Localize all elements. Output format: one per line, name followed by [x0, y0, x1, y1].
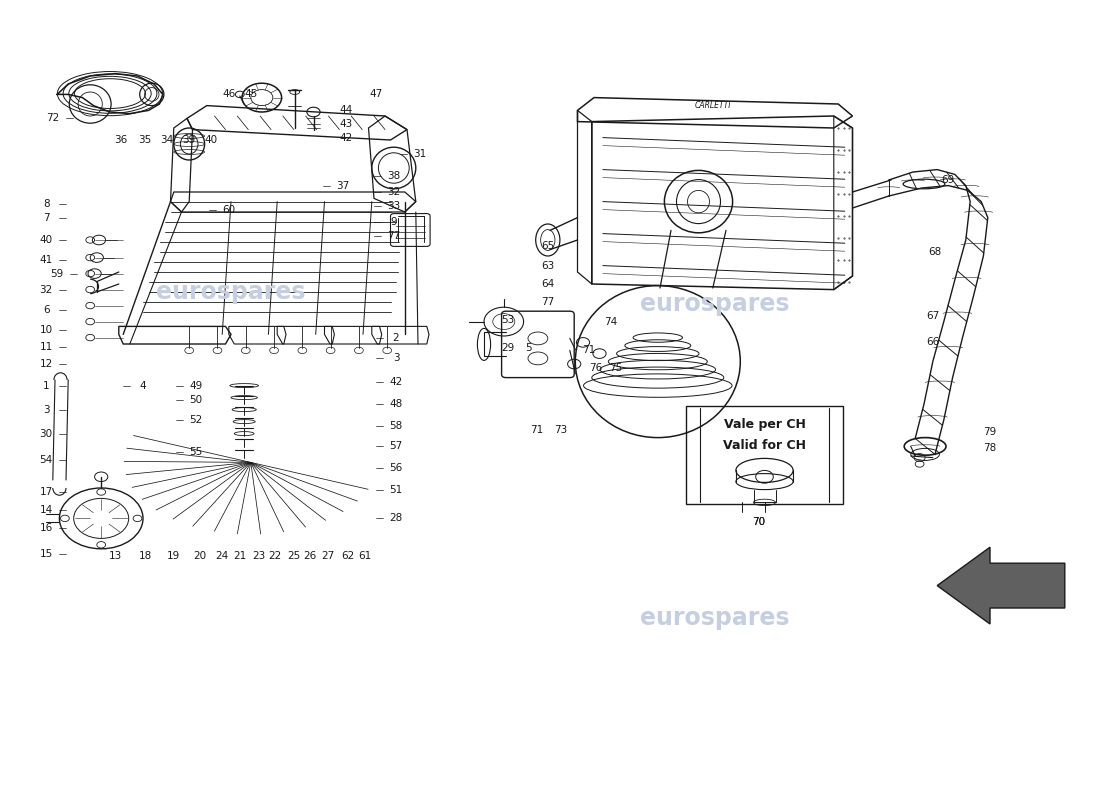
- Text: 79: 79: [983, 427, 997, 437]
- Text: 14: 14: [40, 506, 53, 515]
- Text: 35: 35: [139, 135, 152, 145]
- Text: 27: 27: [321, 551, 334, 561]
- Text: 6: 6: [43, 306, 50, 315]
- Text: 67: 67: [926, 311, 939, 321]
- Text: 76: 76: [590, 363, 603, 373]
- Text: 31: 31: [414, 149, 427, 158]
- Text: 32: 32: [40, 285, 53, 294]
- Text: 75: 75: [609, 363, 623, 373]
- Text: 42: 42: [340, 133, 353, 142]
- Text: 45: 45: [244, 90, 257, 99]
- Text: 51: 51: [389, 485, 403, 494]
- Text: 37: 37: [337, 181, 350, 190]
- Text: 9: 9: [390, 218, 397, 227]
- Text: 7: 7: [43, 214, 50, 223]
- Text: 60: 60: [222, 205, 235, 214]
- Text: 18: 18: [139, 551, 152, 561]
- Text: CARLETTI: CARLETTI: [694, 101, 732, 110]
- Text: 10: 10: [40, 325, 53, 334]
- Text: 30: 30: [40, 429, 53, 438]
- Text: 17: 17: [40, 487, 53, 497]
- Text: 38: 38: [387, 171, 400, 181]
- Text: 70: 70: [752, 517, 766, 526]
- Text: 8: 8: [43, 199, 50, 209]
- Text: 3: 3: [393, 354, 399, 363]
- Text: 22: 22: [268, 551, 282, 561]
- Text: 44: 44: [340, 106, 353, 115]
- Text: 29: 29: [502, 343, 515, 353]
- Text: 69: 69: [942, 175, 955, 185]
- Text: 58: 58: [389, 421, 403, 430]
- Text: 55: 55: [189, 447, 202, 457]
- Text: 50: 50: [189, 395, 202, 405]
- Text: 59: 59: [51, 270, 64, 279]
- Text: eurospares: eurospares: [156, 280, 306, 304]
- Text: 62: 62: [341, 551, 354, 561]
- Text: 34: 34: [161, 135, 174, 145]
- Text: 71: 71: [530, 426, 543, 435]
- Text: 15: 15: [40, 549, 53, 558]
- Text: 39: 39: [183, 135, 196, 145]
- Text: 53: 53: [502, 315, 515, 325]
- Text: 70: 70: [752, 517, 766, 526]
- Text: 66: 66: [926, 338, 939, 347]
- Text: 46: 46: [222, 90, 235, 99]
- Text: 49: 49: [189, 381, 202, 390]
- Text: 26: 26: [304, 551, 317, 561]
- Text: eurospares: eurospares: [640, 606, 790, 630]
- Text: 47: 47: [370, 90, 383, 99]
- Text: 43: 43: [340, 119, 353, 129]
- Text: 11: 11: [40, 342, 53, 352]
- Text: 36: 36: [114, 135, 128, 145]
- Text: 28: 28: [389, 514, 403, 523]
- Text: 41: 41: [40, 255, 53, 265]
- Text: 23: 23: [252, 551, 265, 561]
- Text: 71: 71: [582, 346, 595, 355]
- Text: 20: 20: [194, 551, 207, 561]
- Text: 4: 4: [140, 381, 146, 390]
- Text: 16: 16: [40, 523, 53, 533]
- Text: 3: 3: [43, 405, 50, 414]
- Text: 57: 57: [389, 442, 403, 451]
- Text: Valid for CH: Valid for CH: [723, 439, 806, 452]
- Text: 68: 68: [928, 247, 942, 257]
- Text: 12: 12: [40, 359, 53, 369]
- Text: 5: 5: [525, 343, 531, 353]
- Polygon shape: [937, 547, 1065, 624]
- Text: 77: 77: [387, 231, 400, 241]
- Text: 72: 72: [46, 114, 59, 123]
- Text: 1: 1: [43, 381, 50, 390]
- Text: 40: 40: [40, 235, 53, 245]
- Text: 48: 48: [389, 399, 403, 409]
- Text: 24: 24: [216, 551, 229, 561]
- Text: 77: 77: [541, 298, 554, 307]
- Text: 2: 2: [393, 333, 399, 342]
- Text: 65: 65: [541, 242, 554, 251]
- Text: 40: 40: [205, 135, 218, 145]
- Text: 63: 63: [541, 261, 554, 270]
- Text: 52: 52: [189, 415, 202, 425]
- Text: 13: 13: [109, 551, 122, 561]
- Text: 64: 64: [541, 279, 554, 289]
- Text: 32: 32: [387, 187, 400, 197]
- Text: 78: 78: [983, 443, 997, 453]
- Text: Vale per CH: Vale per CH: [724, 418, 805, 431]
- Text: 74: 74: [604, 317, 617, 326]
- Text: 56: 56: [389, 463, 403, 473]
- Text: eurospares: eurospares: [640, 292, 790, 316]
- Text: 21: 21: [233, 551, 246, 561]
- Text: 33: 33: [387, 202, 400, 211]
- Text: 25: 25: [287, 551, 300, 561]
- Text: 42: 42: [389, 378, 403, 387]
- Text: 54: 54: [40, 455, 53, 465]
- Text: 19: 19: [167, 551, 180, 561]
- Text: 73: 73: [554, 426, 568, 435]
- Text: 61: 61: [359, 551, 372, 561]
